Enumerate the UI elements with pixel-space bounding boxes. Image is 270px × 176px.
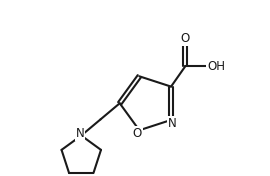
Text: O: O [133,127,142,140]
Text: O: O [181,32,190,45]
Text: OH: OH [207,59,225,73]
Text: N: N [168,117,177,130]
Text: N: N [76,127,85,140]
